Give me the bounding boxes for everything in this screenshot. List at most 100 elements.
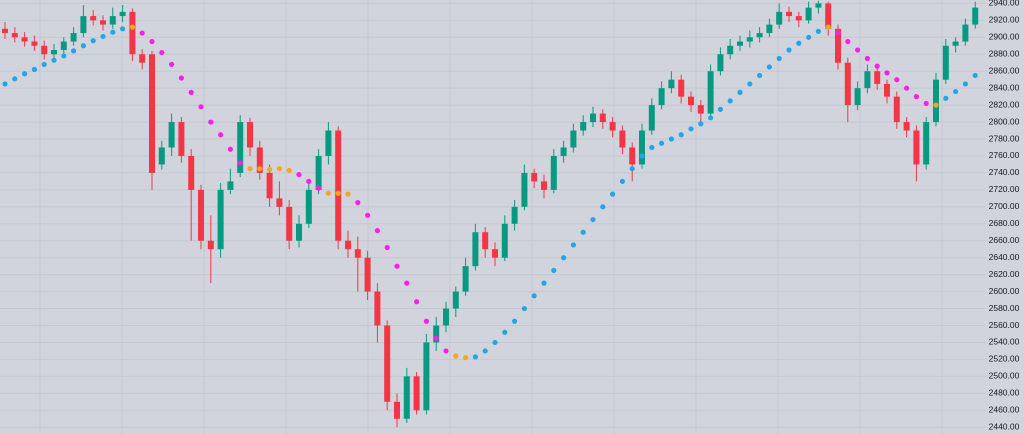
candle-body	[443, 308, 449, 326]
indicator-point	[482, 348, 488, 354]
candle-body	[237, 122, 244, 173]
candle-body	[805, 7, 812, 21]
candle-body	[511, 206, 518, 224]
indicator-point	[100, 33, 106, 40]
indicator-point	[943, 95, 949, 101]
candle-body	[776, 11, 783, 25]
indicator-point	[688, 126, 694, 132]
candle-body	[746, 37, 753, 42]
candle-body	[619, 130, 626, 148]
y-tick-label: 2920.00	[989, 15, 1020, 25]
indicator-point	[325, 190, 331, 196]
candle-body	[893, 96, 900, 123]
indicator-point	[139, 30, 145, 36]
candle-body	[972, 7, 979, 25]
y-tick-label: 2680.00	[989, 218, 1020, 228]
candle-body	[51, 50, 57, 55]
y-tick-label: 2520.00	[989, 354, 1020, 364]
y-tick-label: 2860.00	[989, 65, 1020, 75]
candle-body	[247, 122, 253, 148]
indicator-point	[825, 24, 831, 30]
candle-body	[374, 291, 381, 326]
candle-body	[795, 16, 802, 21]
indicator-point	[561, 255, 567, 261]
candle-body	[178, 122, 185, 156]
candle-body	[315, 155, 322, 190]
y-tick-label: 2540.00	[989, 337, 1020, 347]
candle-body	[727, 45, 734, 55]
candle-body	[256, 147, 263, 173]
candle-body	[570, 130, 577, 148]
candle-body	[854, 88, 861, 106]
indicator-point	[786, 47, 792, 53]
indicator-point	[874, 63, 880, 69]
candle-body	[688, 96, 694, 106]
candle-body	[325, 130, 332, 156]
candle-body	[648, 105, 655, 131]
candle-body	[550, 155, 557, 190]
indicator-point	[815, 28, 822, 34]
indicator-point	[12, 76, 18, 82]
candle-body	[737, 41, 743, 46]
indicator-point	[71, 48, 77, 54]
indicator-point	[90, 38, 96, 44]
indicator-point	[570, 242, 577, 248]
indicator-point	[247, 166, 253, 172]
candle-body	[521, 172, 528, 207]
indicator-point	[776, 55, 782, 62]
candle-body	[21, 37, 28, 42]
indicator-point	[668, 136, 675, 142]
candle-body	[903, 122, 910, 131]
indicator-point	[267, 166, 273, 173]
y-tick-label: 2880.00	[989, 49, 1020, 59]
candle-body	[501, 223, 508, 258]
indicator-point	[276, 166, 282, 172]
indicator-point	[120, 26, 126, 32]
indicator-point	[306, 178, 312, 184]
candle-body	[139, 54, 146, 63]
candle-body	[707, 71, 714, 114]
candle-body	[609, 122, 616, 131]
indicator-point	[80, 43, 86, 49]
indicator-point	[610, 191, 616, 197]
indicator-point	[727, 98, 733, 104]
indicator-point	[178, 75, 184, 81]
y-tick-label: 2580.00	[989, 303, 1020, 313]
indicator-point	[433, 335, 439, 341]
indicator-point	[41, 61, 47, 68]
indicator-point	[639, 153, 645, 159]
candle-body	[580, 122, 587, 131]
candle-body	[217, 189, 224, 250]
indicator-point	[443, 348, 449, 354]
candle-body	[962, 24, 969, 42]
indicator-point	[2, 81, 8, 87]
candle-body	[844, 62, 851, 106]
indicator-point	[600, 204, 606, 210]
indicator-point	[365, 212, 371, 218]
candle-body	[227, 181, 234, 190]
candle-body	[168, 122, 175, 148]
candle-body	[335, 130, 342, 241]
candle-body	[658, 88, 665, 106]
indicator-point	[198, 104, 204, 110]
indicator-point	[894, 77, 900, 83]
candle-body	[149, 54, 155, 173]
candle-body	[639, 130, 645, 165]
candle-body	[129, 11, 136, 55]
indicator-point	[717, 106, 724, 112]
candle-body	[933, 79, 939, 123]
candle-body	[394, 401, 400, 419]
candle-body	[884, 83, 890, 97]
y-tick-label: 2700.00	[989, 201, 1020, 211]
candle-body	[864, 71, 871, 89]
candle-body	[80, 16, 87, 34]
candle-body	[717, 54, 724, 72]
candle-body	[364, 257, 371, 292]
candle-body	[413, 376, 420, 411]
candle-body	[815, 3, 822, 8]
indicator-point	[218, 132, 224, 138]
indicator-point	[796, 40, 802, 46]
candle-body	[913, 130, 920, 165]
candle-body	[668, 79, 675, 89]
